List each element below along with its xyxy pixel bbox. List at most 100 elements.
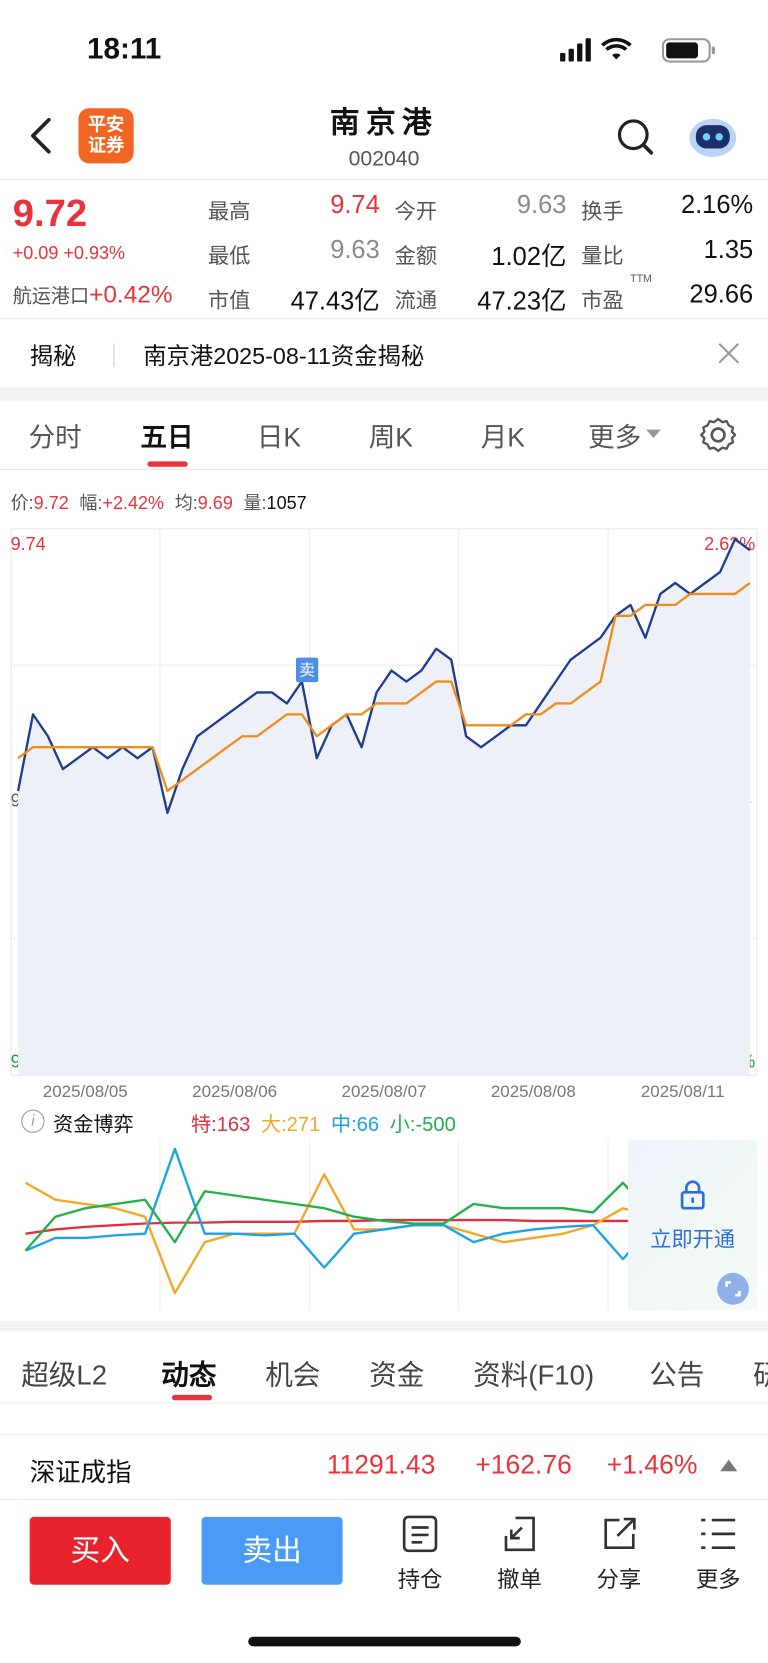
legend-entry: 中:66: [330, 1113, 380, 1137]
logo-line: 平安: [88, 114, 125, 135]
content-tab[interactable]: 超级L2: [21, 1358, 108, 1391]
close-notice[interactable]: [717, 342, 740, 365]
stat-label: 市盈: [581, 289, 624, 313]
price-change: +0.09 +0.93%: [13, 243, 125, 264]
sector-pct: +0.42%: [89, 280, 173, 308]
action-label[interactable]: 持仓: [397, 1567, 443, 1593]
action-label[interactable]: 撤单: [497, 1567, 542, 1593]
info-bar: 价:9.72 幅:+2.42% 均:9.69 量:1057: [11, 488, 318, 515]
content-tab[interactable]: 动态: [161, 1358, 217, 1391]
status-time: 18:11: [86, 31, 162, 65]
sector: 航运港口+0.42%: [13, 280, 173, 309]
cancel-icon: [504, 1516, 535, 1552]
content-tab[interactable]: 资料(F10): [473, 1358, 595, 1391]
content-tab[interactable]: 公告: [649, 1358, 705, 1391]
info-label: 均:: [174, 493, 198, 514]
spacer: [0, 1402, 768, 1436]
x-tick-label: 2025/08/08: [491, 1082, 576, 1101]
change-pct: +0.93%: [63, 242, 126, 264]
stock-code: 002040: [348, 147, 420, 171]
gap: [0, 387, 768, 401]
sector-name: 航运港口: [12, 285, 90, 307]
series-line: [17, 582, 751, 793]
assistant-button[interactable]: [687, 112, 738, 159]
back-button[interactable]: [25, 117, 57, 155]
info-label: 价:: [10, 493, 34, 514]
stat-label: 市值: [207, 289, 251, 313]
stat-label: 流通: [394, 289, 438, 313]
stat-label: 最低: [207, 245, 251, 269]
period-tab[interactable]: 月K: [480, 423, 525, 453]
notice-text[interactable]: 南京港2025-08-11资金揭秘: [143, 342, 425, 370]
stat-value: 9.63: [330, 235, 380, 265]
stat-value: 1.35: [703, 235, 754, 265]
info-icon[interactable]: i: [21, 1109, 45, 1133]
stat-value: 47.43亿: [290, 287, 380, 317]
gap: [0, 1320, 768, 1332]
expand-arrow[interactable]: [719, 1457, 738, 1472]
info-label: 幅:: [79, 493, 103, 514]
last-price: 9.72: [12, 190, 88, 235]
x-tick-label: 2025/08/05: [43, 1082, 128, 1101]
index-name: 深证成指: [29, 1458, 132, 1488]
action-label[interactable]: 更多: [695, 1567, 741, 1593]
stat-value: 2.16%: [680, 190, 754, 220]
sell-marker: 卖: [295, 657, 319, 683]
period-tab[interactable]: 周K: [368, 423, 414, 453]
status-icons: [560, 37, 715, 63]
settings-button[interactable]: [700, 417, 737, 453]
home-indicator: [248, 1636, 521, 1647]
stat-sup: TTM: [630, 273, 652, 286]
period-tab[interactable]: 五日: [140, 423, 194, 453]
period-tab[interactable]: 分时: [28, 423, 82, 453]
change: +0.09: [12, 242, 59, 264]
legend-entry: 小:-500: [389, 1113, 456, 1137]
x-tick-label: 2025/08/06: [192, 1082, 277, 1101]
price-area: [18, 539, 750, 1076]
series-line: [16, 538, 751, 815]
content-tab[interactable]: 机会: [265, 1358, 321, 1391]
series-line: [25, 1147, 743, 1269]
x-tick-label: 2025/08/11: [641, 1082, 725, 1101]
index-pct: +1.46%: [606, 1450, 698, 1480]
search-button[interactable]: [615, 117, 655, 157]
info-value: 9.72: [33, 493, 69, 514]
funds-legend: 特:163 大:271 中:66 小:-500: [191, 1109, 466, 1138]
index-value: 11291.43: [326, 1450, 436, 1480]
unlock-text[interactable]: 立即开通: [650, 1228, 736, 1252]
content-tab[interactable]: 研: [753, 1354, 768, 1393]
content-tab[interactable]: 资金: [369, 1358, 425, 1391]
expand-button[interactable]: [716, 1272, 750, 1306]
stat-value: 47.23亿: [477, 287, 567, 317]
share-icon: [604, 1517, 636, 1549]
period-tab[interactable]: 日K: [256, 423, 302, 453]
period-tab[interactable]: 更多: [588, 423, 642, 453]
y-tick-label: 9.74: [11, 534, 46, 554]
holdings-icon: [402, 1515, 438, 1553]
index-change: +162.76: [475, 1450, 572, 1480]
stat-value: 9.74: [330, 190, 380, 220]
stat-value: 29.66: [689, 280, 754, 309]
lock-icon: [680, 1180, 705, 1210]
funds-chart: [24, 1140, 743, 1311]
logo-line: 证券: [88, 135, 125, 156]
more-icon: [701, 1518, 736, 1549]
info-value: +2.42%: [102, 493, 165, 514]
broker-logo: 平安 证券: [78, 108, 134, 164]
funds-title: 资金博弈: [53, 1113, 134, 1137]
buy-button[interactable]: 买入: [29, 1516, 171, 1585]
stat-value: 9.63: [516, 190, 567, 220]
info-value: 1057: [266, 493, 307, 514]
tab-underline: [171, 1394, 213, 1401]
legend-entry: 大:271: [260, 1113, 321, 1137]
dropdown-caret: [646, 429, 661, 439]
action-label[interactable]: 分享: [596, 1567, 642, 1593]
index-bar: [0, 1434, 768, 1500]
sell-button[interactable]: 卖出: [201, 1516, 343, 1585]
legend-entry: 特:163: [190, 1113, 251, 1137]
info-value: 9.69: [197, 493, 233, 514]
stat-label: 金额: [394, 245, 438, 269]
series-line: [24, 1181, 743, 1252]
price-chart: 9.749.499.242.63%-2.63%2025/08/052025/08…: [10, 528, 758, 1101]
